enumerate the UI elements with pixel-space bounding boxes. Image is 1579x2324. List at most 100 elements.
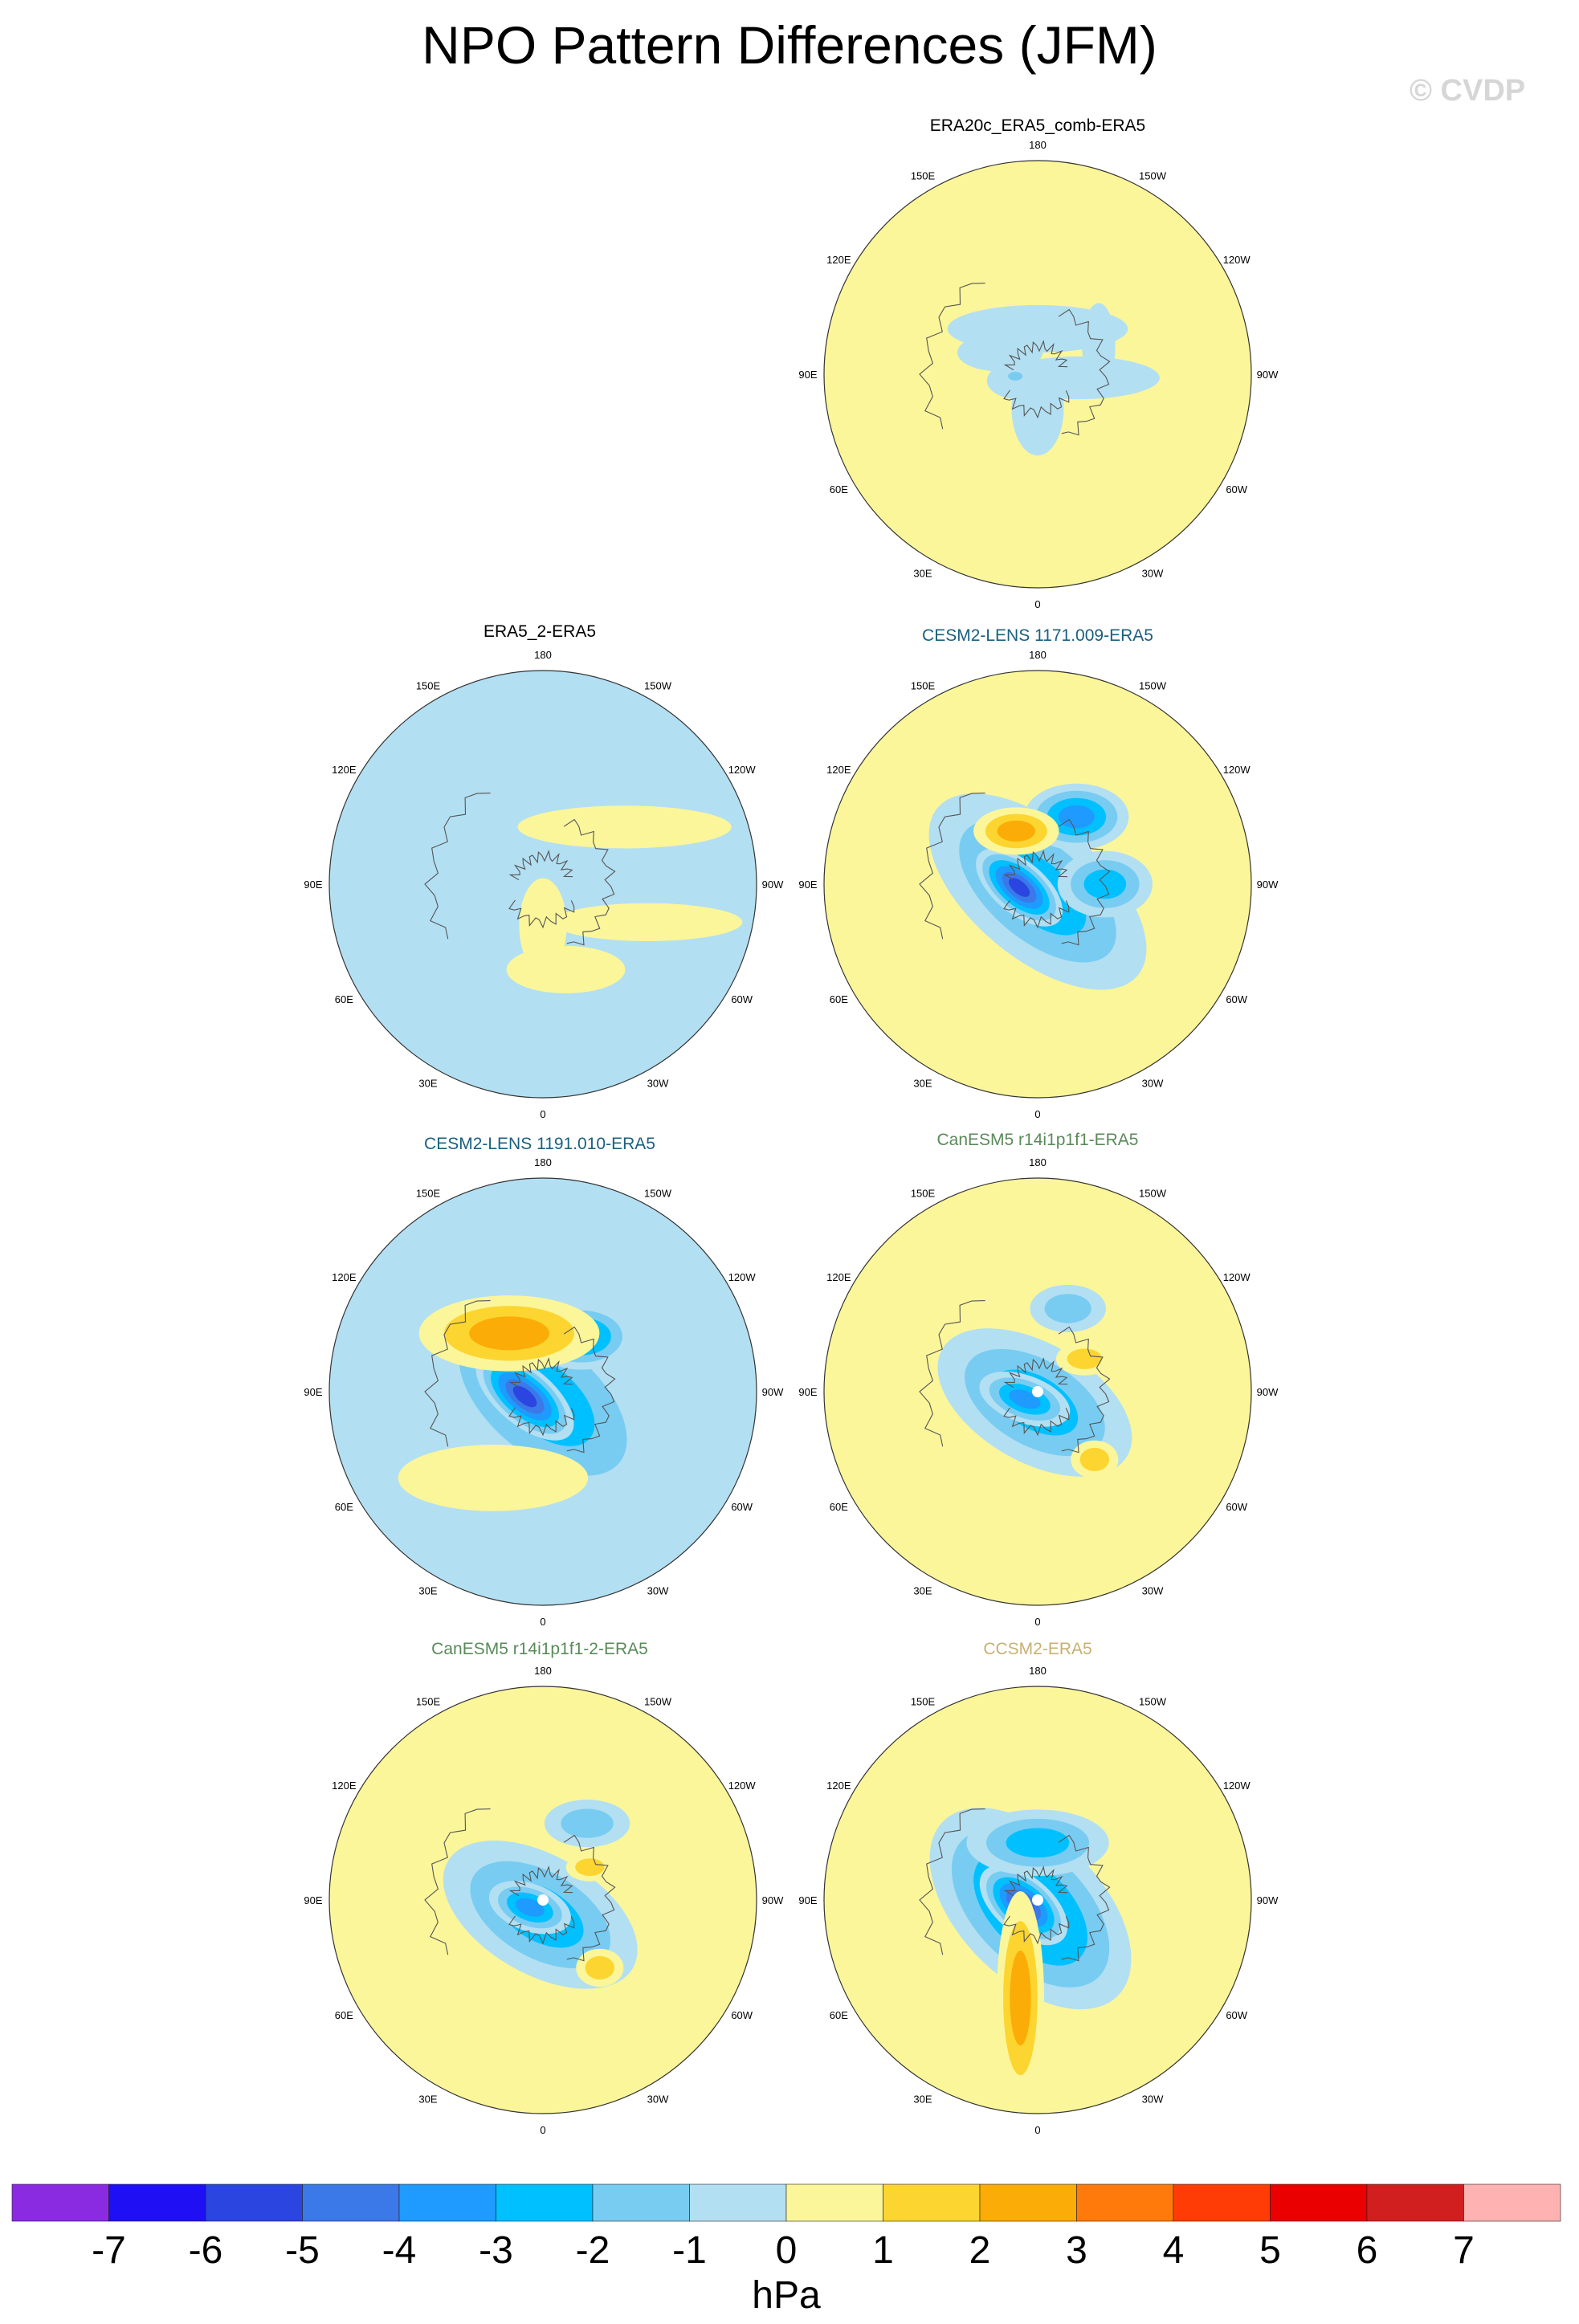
lon-label: 60W [1226, 1501, 1247, 1513]
lon-label: 30W [1142, 2094, 1164, 2106]
coastline [563, 818, 616, 946]
map-border [328, 1686, 757, 2114]
lon-label: 150E [416, 1695, 441, 1707]
lon-label: 120E [332, 764, 357, 776]
coastline [1058, 1834, 1111, 1962]
map-border [823, 1177, 1252, 1606]
lon-label: 150W [1139, 1187, 1167, 1199]
lon-label: 90W [1257, 879, 1279, 891]
lon-label: 150E [416, 1187, 441, 1199]
map-panel-4: 180 150E 120E 90E 60E 30E 0 30W 60W 90W 120W 150W [304, 1156, 784, 1628]
map-panel-2: 180 150E 120E 90E 60E 30E 0 30W 60W 90W 120W 150W [304, 649, 784, 1120]
lon-label: 90E [304, 879, 322, 891]
lon-label: 30W [1142, 1078, 1164, 1090]
lon-label: 120E [332, 1271, 357, 1283]
lon-label: 0 [1034, 598, 1040, 610]
lon-label: 90E [304, 1386, 322, 1398]
pole-marker [537, 1894, 549, 1906]
map-panel-1: 180 150E 120E 90E 60E 30E 0 30W 60W 90W 120W 150W [798, 139, 1279, 610]
lon-label: 60W [1226, 993, 1247, 1005]
lon-label: 60E [335, 1501, 353, 1513]
figure-title: NPO Pattern Differences (JFM) [422, 15, 1157, 75]
colorbar-tick-label: 3 [1066, 2229, 1087, 2272]
colorbar-swatch [1173, 2183, 1271, 2222]
colorbar-unit: hPa [752, 2274, 821, 2317]
coastlines [424, 1300, 616, 1454]
colorbar-swatch [11, 2183, 109, 2222]
colorbar-swatch [1366, 2183, 1464, 2222]
lon-label: 150W [644, 679, 672, 691]
contour-band [1010, 1951, 1031, 2046]
coastline [424, 1808, 491, 1955]
lon-label: 60W [731, 2009, 753, 2021]
lon-label: 180 [534, 1665, 552, 1677]
colorbar-swatch [398, 2183, 496, 2222]
colorbar-tick-label: 2 [969, 2229, 991, 2272]
lon-label: 120W [728, 764, 757, 776]
lon-label: 180 [1029, 1665, 1047, 1677]
map-border [823, 160, 1252, 589]
colorbar-tick-label: 7 [1453, 2229, 1475, 2272]
lon-label: 120W [1223, 1271, 1251, 1283]
coastline [1058, 818, 1111, 946]
colorbar-tick-label: 6 [1357, 2229, 1378, 2272]
lon-label: 0 [1034, 1616, 1040, 1628]
lon-label: 30W [1142, 1585, 1164, 1597]
lon-label: 0 [540, 2124, 545, 2136]
map-panel-7: 180 150E 120E 90E 60E 30E 0 30W 60W 90W 120W 150W [798, 1665, 1279, 2136]
coastline [508, 850, 573, 881]
lon-label: 30E [418, 1585, 437, 1597]
lon-label: 180 [1029, 1156, 1047, 1168]
contour-band [585, 1955, 615, 1979]
coastlines [919, 283, 1111, 436]
map-field [329, 671, 757, 1098]
lon-label: 90W [1257, 1386, 1279, 1398]
coastline [508, 1357, 573, 1388]
lon-label: 120E [826, 254, 851, 266]
panel-title-6: CanESM5 r14i1p1f1-2-ERA5 [431, 1640, 648, 1658]
coastline [424, 793, 491, 940]
contour-band [561, 1808, 614, 1838]
colorbar-tick-label: 1 [872, 2229, 894, 2272]
colorbar-tick-label: -3 [479, 2229, 513, 2272]
coastline [919, 1300, 985, 1447]
colorbar-swatch [1270, 2183, 1368, 2222]
lon-label: 90E [798, 1386, 817, 1398]
panel-title-3: CESM2-LENS 1171.009-ERA5 [922, 626, 1153, 645]
lon-label: 0 [540, 1616, 545, 1628]
lon-label: 180 [534, 1156, 552, 1168]
coastline [1058, 1326, 1111, 1454]
lon-label: 90W [762, 1894, 784, 1906]
coastline [508, 1915, 575, 1945]
lon-label: 0 [1034, 2124, 1040, 2136]
lon-label: 180 [534, 649, 552, 661]
colorbar-swatch [1463, 2183, 1561, 2222]
lon-label: 120W [1223, 764, 1251, 776]
lon-label: 150W [1139, 679, 1167, 691]
coastline [1058, 308, 1111, 436]
coastline [1003, 340, 1068, 371]
lon-label: 120W [1223, 254, 1251, 266]
coastline [563, 1834, 616, 1962]
coastline [919, 793, 985, 940]
lon-label: 30E [913, 1585, 932, 1597]
lon-label: 30W [1142, 568, 1164, 580]
lon-label: 60E [830, 2009, 848, 2021]
lon-label: 150E [416, 679, 441, 691]
panel-title-4: CESM2-LENS 1191.010-ERA5 [424, 1135, 655, 1153]
lon-label: 60E [830, 993, 848, 1005]
colorbar-tick-label: 4 [1163, 2229, 1185, 2272]
colorbar-swatch [883, 2183, 981, 2222]
watermark: © CVDP [1410, 74, 1526, 108]
panel-title-2: ERA5_2-ERA5 [483, 622, 597, 641]
contour-band [1058, 805, 1096, 829]
lon-label: 120W [728, 1271, 757, 1283]
coastline [1003, 1865, 1068, 1897]
colorbar-tick-label: 0 [776, 2229, 798, 2272]
coastline [424, 1300, 491, 1447]
lon-label: 150W [644, 1187, 672, 1199]
lon-label: 150W [644, 1695, 672, 1707]
contour-band [469, 1316, 549, 1351]
